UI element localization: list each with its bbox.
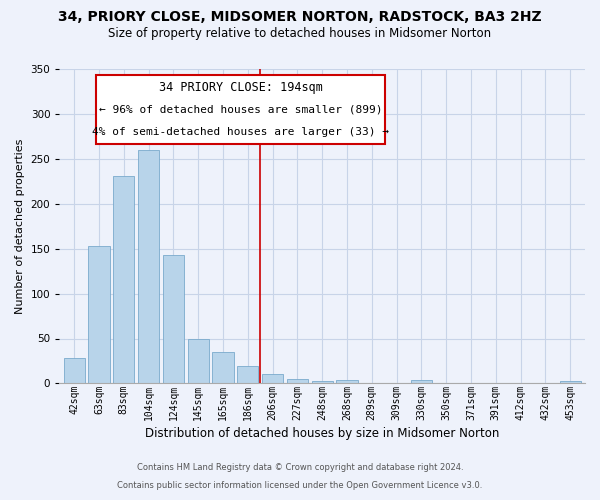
Bar [138,150,159,384]
Bar [287,379,308,384]
Bar [188,340,209,384]
Bar [237,366,259,384]
Text: Contains public sector information licensed under the Open Government Licence v3: Contains public sector information licen… [118,481,482,490]
Text: 34 PRIORY CLOSE: 194sqm: 34 PRIORY CLOSE: 194sqm [159,81,323,94]
Bar [337,380,358,384]
Bar [411,380,432,384]
Y-axis label: Number of detached properties: Number of detached properties [15,138,25,314]
Text: 4% of semi-detached houses are larger (33) →: 4% of semi-detached houses are larger (3… [92,127,389,137]
Text: Contains HM Land Registry data © Crown copyright and database right 2024.: Contains HM Land Registry data © Crown c… [137,464,463,472]
Bar [262,374,283,384]
Bar [311,380,333,384]
X-axis label: Distribution of detached houses by size in Midsomer Norton: Distribution of detached houses by size … [145,427,499,440]
Bar [88,246,110,384]
FancyBboxPatch shape [96,76,385,144]
Text: ← 96% of detached houses are smaller (899): ← 96% of detached houses are smaller (89… [99,105,382,115]
Bar [113,176,134,384]
Text: 34, PRIORY CLOSE, MIDSOMER NORTON, RADSTOCK, BA3 2HZ: 34, PRIORY CLOSE, MIDSOMER NORTON, RADST… [58,10,542,24]
Bar [560,380,581,384]
Bar [163,255,184,384]
Text: Size of property relative to detached houses in Midsomer Norton: Size of property relative to detached ho… [109,28,491,40]
Bar [64,358,85,384]
Bar [212,352,233,384]
